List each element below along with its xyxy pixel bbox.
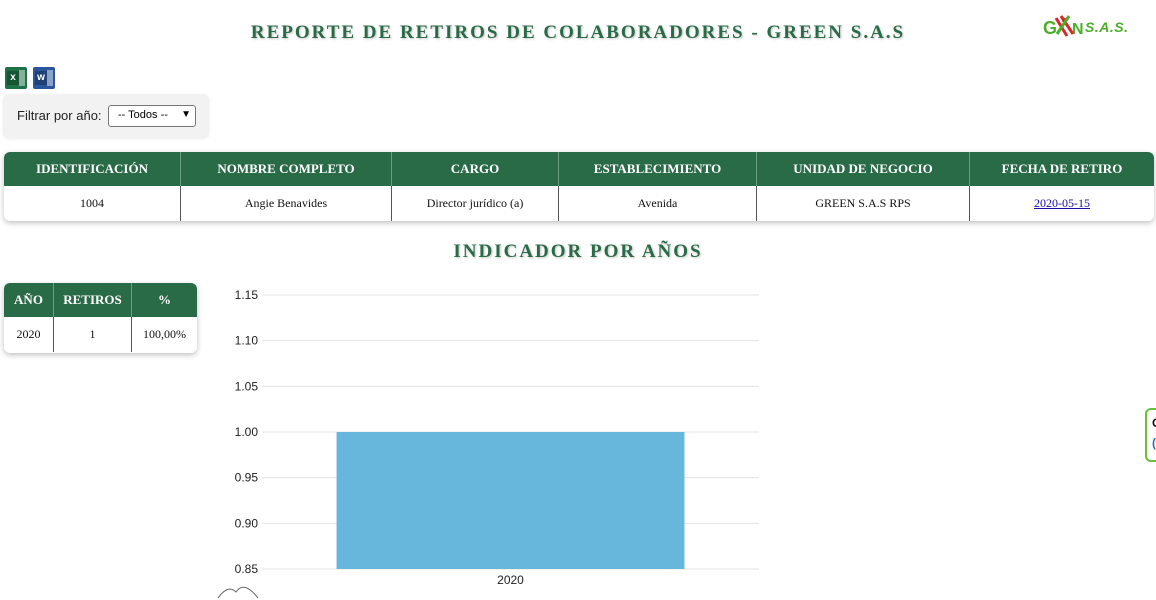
y-tick-label: 0.85 (235, 562, 259, 576)
mini-chart-icon (217, 586, 259, 599)
col-header-identificacion[interactable]: IDENTIFICACIÓN (4, 152, 181, 186)
svg-text:G: G (1043, 18, 1057, 38)
col-header-fecha[interactable]: FECHA DE RETIRO (969, 152, 1154, 186)
page-title: REPORTE DE RETIROS DE COLABORADORES - GR… (250, 22, 906, 43)
side-widget[interactable]: C ( (1145, 408, 1156, 462)
indicator-header-row: AÑO RETIROS % (4, 283, 197, 317)
svg-text:N: N (1072, 21, 1084, 38)
year-filter-value: -- Todos -- (118, 109, 168, 121)
table-row: 1004 Angie Benavides Director jurídico (… (4, 186, 1154, 221)
cell-cargo: Director jurídico (a) (391, 186, 559, 221)
word-export-icon[interactable]: w (33, 67, 55, 89)
y-tick-label: 1.00 (235, 425, 259, 439)
y-tick-label: 1.10 (235, 334, 259, 348)
fecha-retiro-link[interactable]: 2020-05-15 (1034, 196, 1090, 210)
col-header-cargo[interactable]: CARGO (391, 152, 559, 186)
cell-unidad: GREEN S.A.S RPS (756, 186, 970, 221)
cell-identificacion: 1004 (4, 186, 181, 221)
table-header-row: IDENTIFICACIÓN NOMBRE COMPLETO CARGO EST… (4, 152, 1154, 186)
cell-porcentaje: 100,00% (143, 327, 186, 341)
retirements-table: IDENTIFICACIÓN NOMBRE COMPLETO CARGO EST… (4, 152, 1154, 221)
col-header-unidad[interactable]: UNIDAD DE NEGOCIO (756, 152, 970, 186)
col-header-establecimiento[interactable]: ESTABLECIMIENTO (558, 152, 757, 186)
y-tick-label: 0.90 (235, 516, 259, 530)
cell-fecha: 2020-05-15 (970, 186, 1155, 221)
bar (336, 432, 685, 569)
logo-text: S.A.S. (1085, 19, 1129, 35)
indicator-table: AÑO RETIROS % 2020 1 100,00% (4, 283, 197, 353)
x-tick-label: 2020 (497, 573, 524, 587)
col-header-nombre[interactable]: NOMBRE COMPLETO (180, 152, 392, 186)
col-header-ano: AÑO (4, 283, 54, 317)
col-header-porcentaje: % (131, 283, 197, 317)
cell-nombre: Angie Benavides (180, 186, 392, 221)
table-row: 2020 1 100,00% (4, 317, 197, 352)
y-tick-label: 0.95 (235, 471, 259, 485)
year-filter-panel: Filtrar por año: -- Todos -- ▼ (3, 94, 209, 138)
col-header-retiros: RETIROS (53, 283, 132, 317)
retirements-bar-chart: 0.85 0.90 0.95 1.00 1.05 1.10 1.15 2020 (217, 288, 759, 599)
y-tick-label: 1.15 (235, 288, 259, 302)
cell-establecimiento: Avenida (558, 186, 757, 221)
word-letter: w (35, 71, 47, 85)
chevron-down-icon: ▼ (181, 109, 191, 120)
y-tick-label: 1.05 (235, 379, 259, 393)
cell-ano: 2020 (4, 317, 54, 352)
year-filter-label: Filtrar por año: (17, 108, 102, 123)
cell-retiros: 1 (53, 317, 132, 352)
green-logo-icon: G N (1043, 15, 1084, 38)
indicator-title: INDICADOR POR AÑOS (453, 241, 703, 262)
company-logo: G N S.A.S. (1043, 12, 1128, 42)
excel-letter: x (7, 71, 19, 85)
year-filter-select[interactable]: -- Todos -- ▼ (108, 105, 196, 127)
excel-export-icon[interactable]: x (5, 67, 27, 89)
side-widget-b: ( (1152, 436, 1156, 450)
export-toolbar: x w (5, 67, 55, 89)
side-widget-a: C (1152, 416, 1156, 430)
